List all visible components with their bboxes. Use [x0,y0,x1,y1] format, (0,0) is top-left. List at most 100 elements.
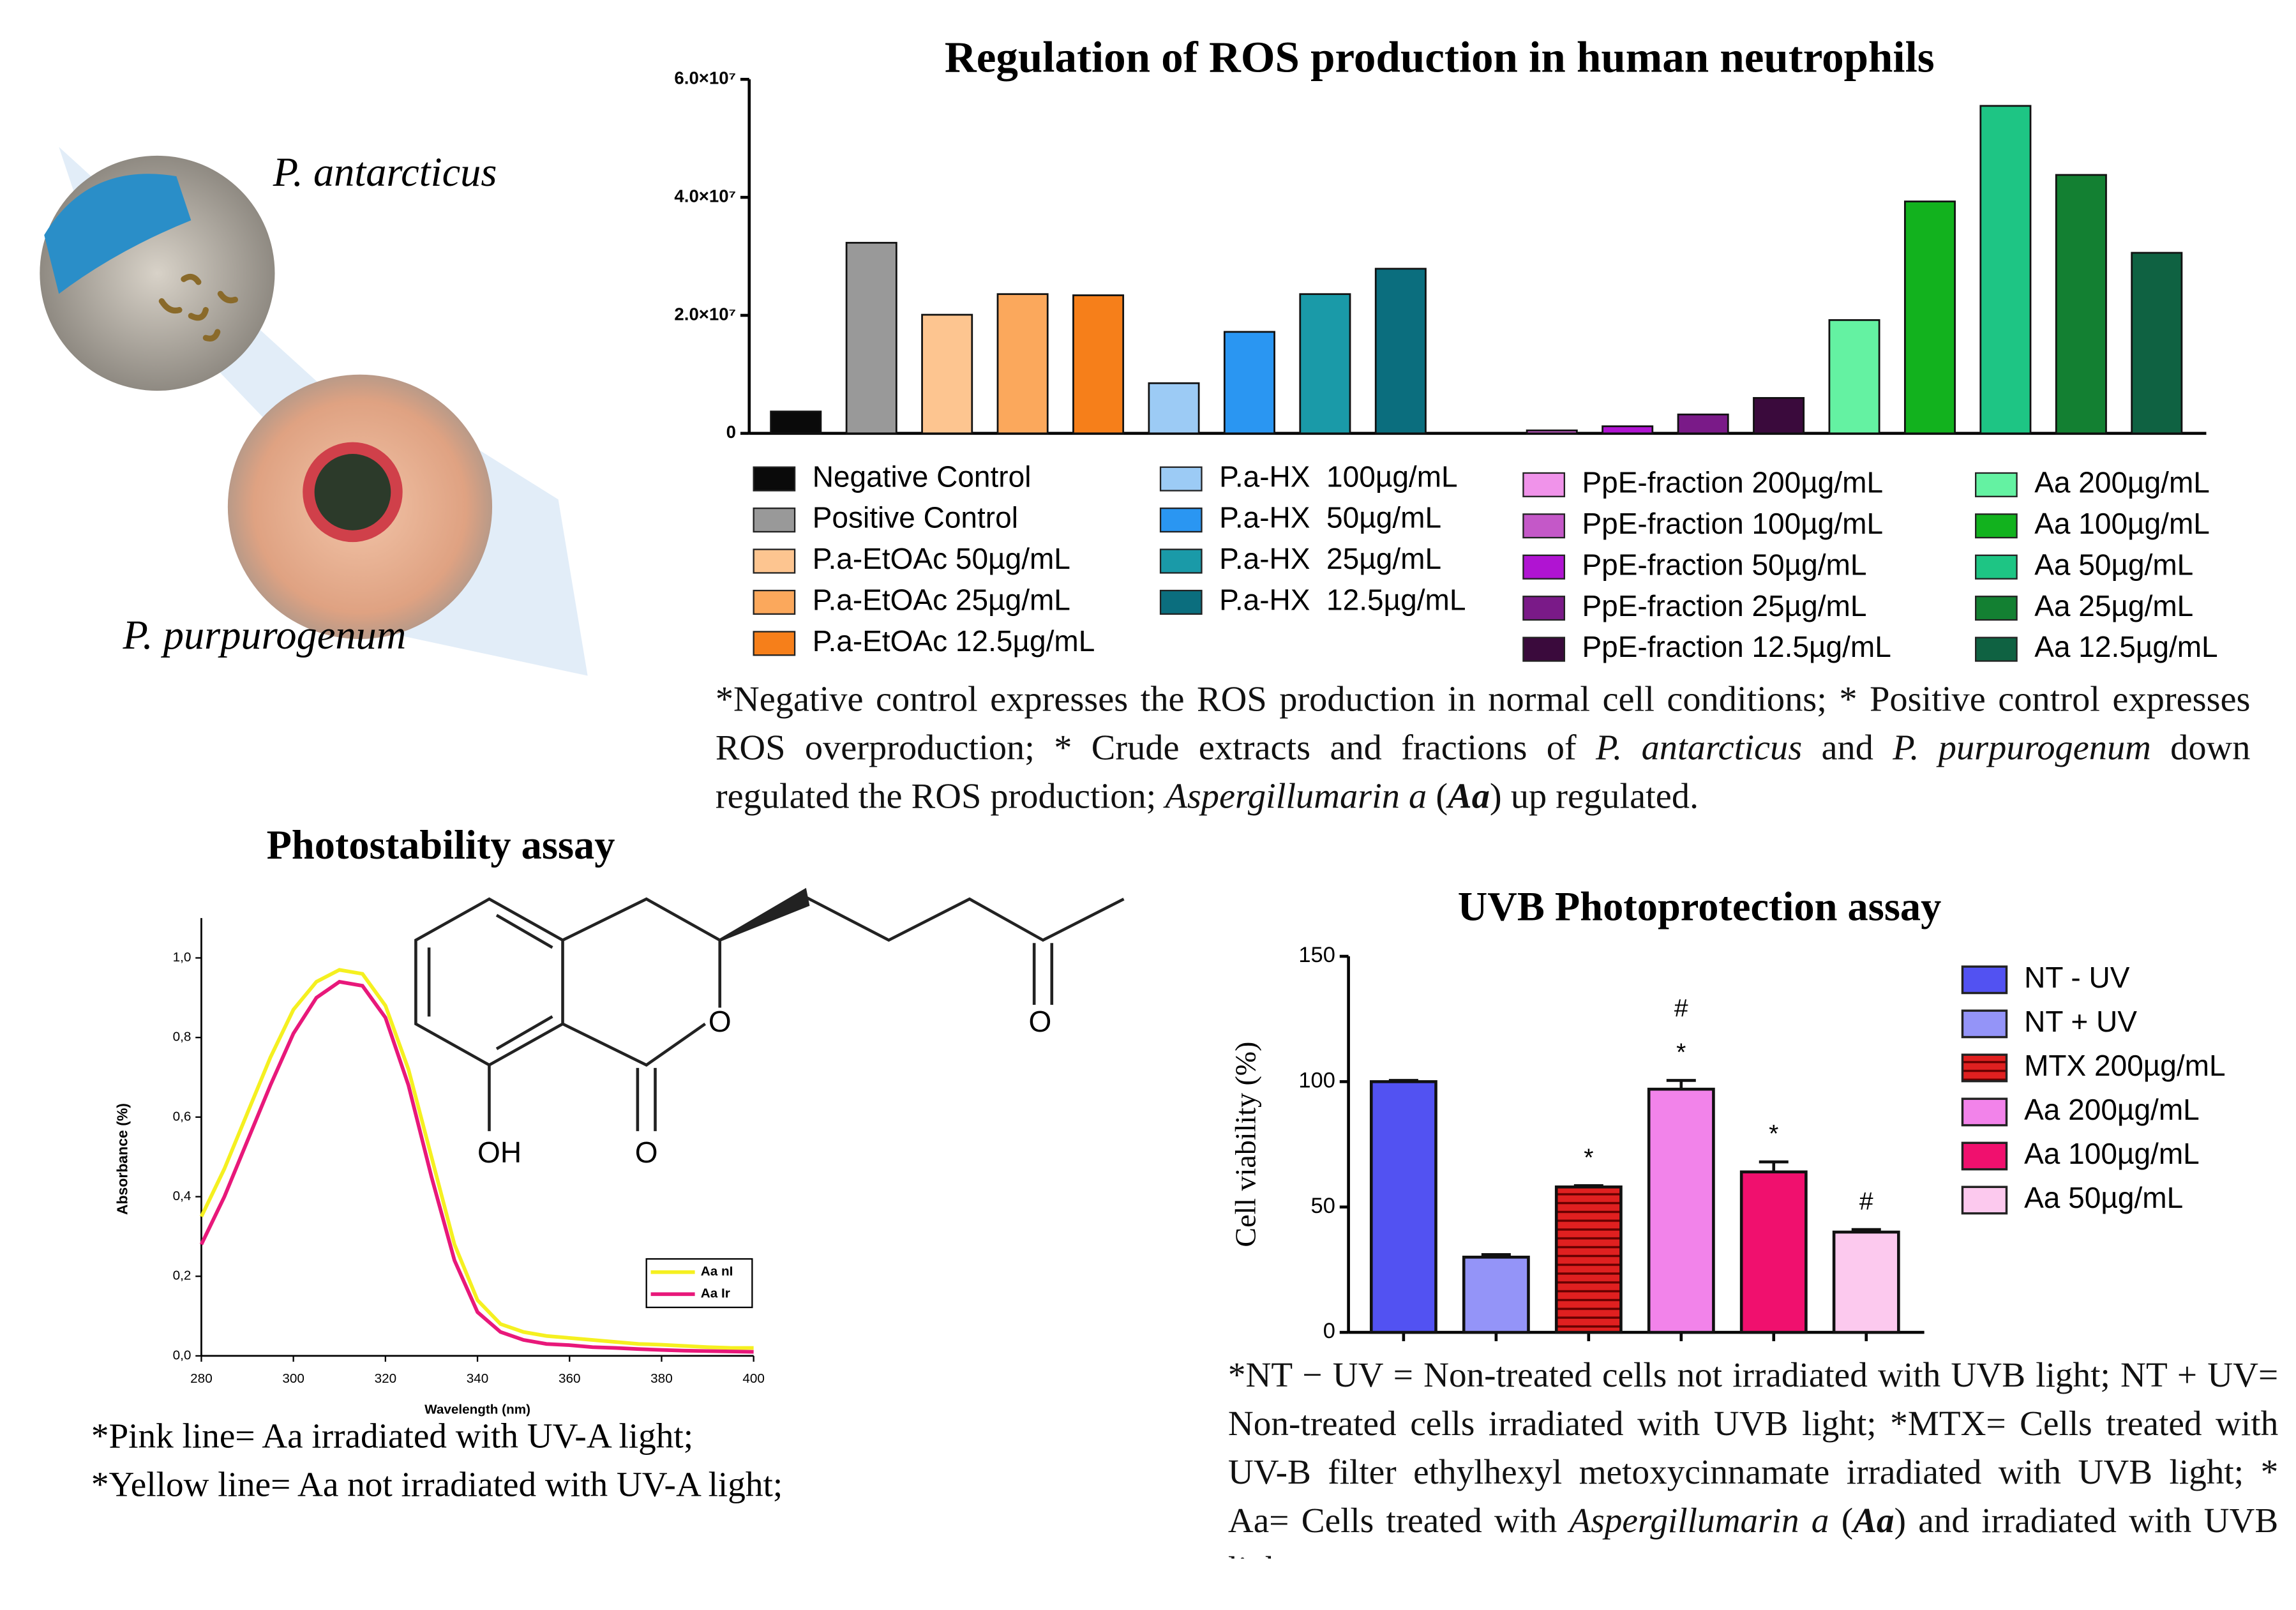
legend-swatch [753,589,796,615]
legend-label: Aa 50µg/mL [2024,1181,2183,1214]
chemical-structure [414,887,1125,1131]
legend-swatch [753,466,796,492]
legend-swatch [753,548,796,574]
y-tick-label: 0,2 [173,1268,191,1283]
y-tick-label: 0 [1323,1319,1335,1343]
x-tick-label: 280 [190,1371,213,1386]
legend-label: P.a-EtOAc 25µg/mL [813,583,1070,617]
x-tick-label: 360 [559,1371,581,1386]
legend-label: P.a-HX 25µg/mL [1219,542,1441,575]
y-tick-label: 2.0×10⁷ [674,304,736,324]
note-segment: P. antarcticus [1596,728,1803,769]
legend-label: MTX 200µg/mL [2024,1049,2226,1082]
legend-swatch [1159,589,1203,615]
note: *NT − UV = Non-treated cells not irradia… [1228,1353,2278,1558]
y-tick-label: 6.0×10⁷ [674,68,736,88]
legend-box [645,1258,753,1309]
legend-swatch [1975,513,2018,539]
legend-label: PpE-fraction 100µg/mL [1582,507,1883,540]
y-tick-label: 0,8 [173,1030,191,1044]
atom-label: OH [477,1136,521,1169]
legend-swatch [1159,548,1203,574]
legend-label: PpE-fraction 12.5µg/mL [1582,630,1891,663]
legend-swatch [1961,1097,2008,1127]
legend-label: Aa 200µg/mL [2024,1093,2200,1126]
legend-swatch [753,631,796,656]
note-segment: and [1802,728,1893,769]
note-segment: down regulated the ROS production; [715,728,2251,817]
legend-label: PpE-fraction 200µg/mL [1582,466,1883,499]
legend-swatch [1961,1141,2008,1171]
bar [1903,200,1956,435]
note-segment: Aa [1853,1503,1895,1541]
x-tick-label: 300 [282,1371,304,1386]
legend-label: P.a-HX 50µg/mL [1219,501,1441,534]
significance-mark: * [1676,1039,1686,1066]
legend-label: NT + UV [2024,1005,2137,1038]
bar [921,313,973,435]
y-tick-label: 50 [1311,1194,1335,1218]
note-text: *Negative control expresses the ROS prod… [716,676,2251,822]
bar [1832,1230,1900,1334]
note-segment: Aa [1448,777,1490,817]
x-tick-label: 340 [467,1371,489,1386]
bar [1647,1087,1715,1334]
chart-title: Regulation of ROS production in human ne… [945,32,1935,81]
atom-label: O [635,1136,658,1169]
species-label: P. purpurogenum [122,612,406,658]
legend-swatch [1961,1009,2008,1039]
note-text: *NT − UV = Non-treated cells not irradia… [1228,1353,2278,1558]
bar [2055,174,2107,435]
bar [2131,252,2183,435]
legend-swatch [1961,1185,2008,1215]
x-axis-label: Wavelength (nm) [424,1403,530,1417]
legend-label: PpE-fraction 50µg/mL [1582,548,1866,581]
bar [996,293,1049,435]
bar [1753,396,1805,435]
chart-title: Photostability assay [267,822,615,868]
bar [770,410,822,435]
bar [1462,1255,1530,1334]
legend-swatch [1522,472,1566,497]
note-segment: *Negative control expresses the ROS prod… [715,680,2251,769]
legend-swatch [1159,508,1203,533]
note-segment: ) and irradiated with UVB light. [1228,1503,2279,1558]
legend-label: Aa 100µg/mL [2034,507,2210,540]
significance-mark: # [1674,995,1688,1022]
note-segment: ( [1427,777,1448,817]
x-tick-label: 400 [742,1371,765,1386]
legend-label: P.a-EtOAc 12.5µg/mL [813,624,1095,658]
note-segment: Aspergillumarin a [1569,1503,1829,1541]
legend-label: Aa 12.5µg/mL [2034,630,2217,663]
larvae [158,273,238,342]
y-tick-label: 0,6 [173,1109,191,1124]
bar [1223,331,1275,435]
y-tick-label: 150 [1298,943,1335,967]
y-tick-label: 0 [726,422,736,442]
y-tick-label: 1,0 [173,950,191,965]
note-segment: ) up regulated. [1489,777,1699,817]
legend-swatch [1522,513,1566,539]
bar [1369,1080,1437,1334]
y-tick-label: 4.0×10⁷ [674,186,736,206]
legend-label: Aa 25µg/mL [2034,589,2193,622]
chart-title: UVB Photoprotection assay [1458,884,1942,929]
note-segment: ( [1829,1503,1854,1541]
y-tick-label: 0,4 [173,1189,191,1203]
legend-swatch [1522,554,1566,580]
x-tick-label: 320 [375,1371,397,1386]
note-line: *Yellow line= Aa not irradiated with UV-… [91,1465,783,1504]
bar [1979,105,2032,435]
legend-label: P.a-EtOAc 50µg/mL [813,542,1070,575]
legend-label: Aa 200µg/mL [2034,466,2210,499]
significance-mark: # [1859,1188,1873,1215]
legend-label: Aa 100µg/mL [2024,1137,2200,1170]
line-series [199,968,754,1350]
legend-label: P.a-HX 12.5µg/mL [1219,583,1466,617]
legend-swatch [753,508,796,533]
legend-swatch [1522,636,1566,662]
x-tick-label: 380 [650,1371,673,1386]
bar [1374,267,1427,435]
legend-swatch [1961,1053,2008,1083]
bar [845,241,897,435]
